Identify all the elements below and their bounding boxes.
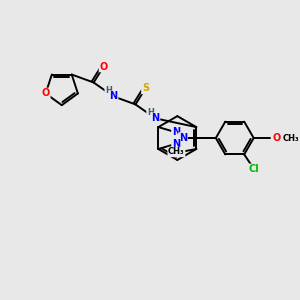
Text: N: N bbox=[172, 127, 180, 137]
Text: O: O bbox=[100, 61, 108, 72]
Text: N: N bbox=[151, 113, 160, 123]
Text: N: N bbox=[172, 139, 180, 149]
Text: H: H bbox=[147, 108, 154, 117]
Text: Cl: Cl bbox=[249, 164, 260, 174]
Text: CH₃: CH₃ bbox=[168, 148, 185, 157]
Text: O: O bbox=[272, 133, 281, 143]
Text: S: S bbox=[142, 83, 149, 94]
Text: H: H bbox=[105, 86, 112, 95]
Text: O: O bbox=[41, 88, 50, 98]
Text: N: N bbox=[110, 92, 118, 101]
Text: CH₃: CH₃ bbox=[282, 134, 299, 142]
Text: N: N bbox=[179, 133, 187, 143]
